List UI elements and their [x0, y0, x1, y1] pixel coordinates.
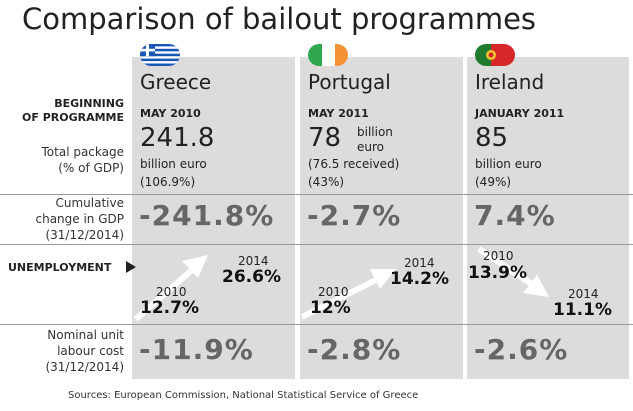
cumulative-label-line3: (31/12/2014): [45, 228, 124, 242]
greece-heading: Greece: [140, 70, 212, 94]
labour-cost-label: Nominal unit labour cost (31/12/2014): [0, 327, 124, 375]
ireland-gdp-change: 7.4%: [474, 199, 556, 232]
portugal-unemp-start: 12%: [310, 298, 351, 318]
labour-cost-label-line3: (31/12/2014): [45, 360, 124, 374]
labour-cost-label-line1: Nominal unit: [47, 328, 124, 342]
labour-cost-label-line2: labour cost: [57, 344, 124, 358]
greece-trend-arrow-icon: [134, 255, 208, 322]
portugal-labour-cost: -2.8%: [307, 333, 402, 366]
greece-unemp-year-end: 2014: [238, 254, 269, 268]
row-divider-unemployment: [0, 244, 633, 245]
cumulative-label: Cumulative change in GDP (31/12/2014): [0, 195, 124, 243]
ireland-package-pct: (49%): [475, 175, 512, 189]
portugal-gdp-change: -2.7%: [307, 199, 402, 232]
greece-begin: MAY 2010: [140, 107, 201, 120]
total-package-label-line1: Total package: [41, 145, 125, 159]
greece-unemp-start: 12.7%: [140, 298, 199, 318]
ireland-begin: JANUARY 2011: [475, 107, 565, 120]
greece-package-pct: (106.9%): [140, 175, 196, 189]
play-triangle-icon: [126, 261, 136, 273]
ireland-unemp-year-end: 2014: [568, 287, 599, 301]
greece-unemp-end: 26.6%: [222, 267, 281, 287]
unemployment-label: UNEMPLOYMENT: [8, 261, 112, 274]
ireland-heading: Ireland: [475, 70, 545, 94]
greece-labour-cost: -11.9%: [139, 333, 254, 366]
beginning-label-line2: OF PROGRAMME: [22, 111, 124, 124]
ireland-column: [467, 57, 629, 379]
ireland-trend-arrow-icon: [477, 246, 549, 297]
portugal-package-note: (76.5 received): [308, 157, 400, 171]
greece-column: [132, 57, 295, 379]
portugal-package-unit-2: euro: [357, 140, 384, 154]
greece-flag-icon: [140, 44, 180, 66]
greece-package-unit: billion euro: [140, 157, 207, 171]
beginning-label-line1: BEGINNING: [54, 97, 124, 110]
row-divider-gdp: [0, 194, 633, 195]
ireland-package-unit: billion euro: [475, 157, 542, 171]
greece-unemp-year-start: 2010: [156, 285, 187, 299]
cumulative-label-line2: change in GDP: [35, 212, 124, 226]
portugal-heading: Portugal: [308, 70, 391, 94]
beginning-label: BEGINNING OF PROGRAMME: [0, 97, 124, 125]
page-title: Comparison of bailout programmes: [22, 2, 537, 36]
portugal-unemp-year-end: 2014: [404, 256, 435, 270]
portugal-package-value: 78: [308, 123, 342, 153]
greece-package-value: 241.8: [140, 123, 215, 153]
portugal-trend-arrow-icon: [300, 269, 396, 320]
total-package-label-line2: (% of GDP): [58, 161, 124, 175]
ireland-package-value: 85: [475, 123, 509, 153]
portugal-flag-icon: [475, 44, 515, 66]
cumulative-label-line1: Cumulative: [55, 196, 125, 210]
ireland-labour-cost: -2.6%: [474, 333, 569, 366]
portugal-unemp-end: 14.2%: [390, 269, 449, 289]
total-package-label: Total package (% of GDP): [0, 144, 125, 176]
portugal-begin: MAY 2011: [308, 107, 369, 120]
portugal-column: [300, 57, 463, 379]
portugal-package-unit-1: billion: [357, 125, 393, 139]
row-divider-labour: [0, 324, 633, 325]
greece-gdp-change: -241.8%: [139, 199, 275, 232]
portugal-unemp-year-start: 2010: [318, 285, 349, 299]
portugal-package-pct: (43%): [308, 175, 345, 189]
ireland-unemp-start: 13.9%: [468, 263, 527, 283]
ireland-unemp-end: 11.1%: [553, 300, 612, 320]
source-note: Sources: European Commission, National S…: [68, 390, 419, 401]
ireland-flag-icon: [308, 44, 348, 66]
ireland-unemp-year-start: 2010: [483, 249, 514, 263]
